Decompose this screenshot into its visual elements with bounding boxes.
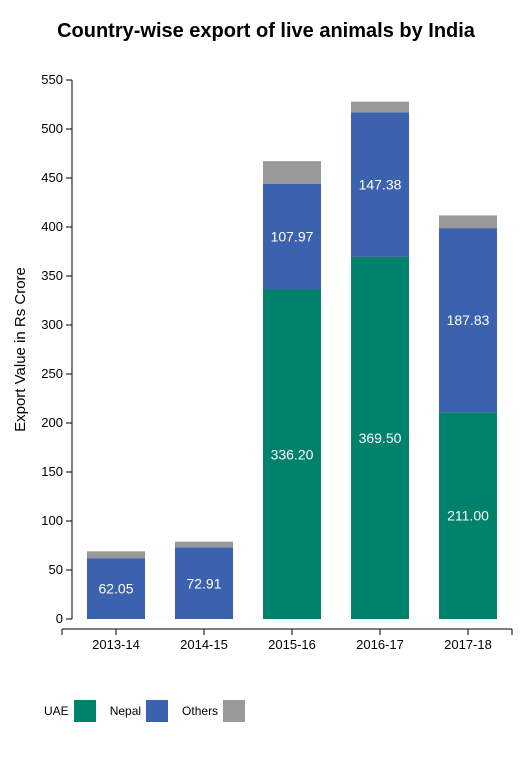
data-label-nepal: 147.38 [359,177,402,193]
bar-segment-uae [351,256,409,619]
y-tick-label: 0 [56,611,63,626]
chart-title: Country-wise export of live animals by I… [57,20,475,42]
x-tick-label: 2015-16 [268,637,316,652]
y-tick-label: 50 [49,562,63,577]
data-label-nepal: 107.97 [271,229,314,245]
data-label-uae: 211.00 [447,508,489,524]
bar-segment-others [351,101,409,113]
bar-segment-uae [439,412,497,619]
legend-label-others: Others [182,704,219,718]
bar-segment-others [87,551,145,559]
legend-item-others: Others [182,700,246,722]
data-label-uae: 336.20 [271,446,314,462]
legend-item-nepal: Nepal [109,700,169,722]
y-tick-label: 150 [41,464,63,479]
legend-label-uae: UAE [44,704,69,718]
y-axis-title: Export Value in Rs Crore [12,267,29,432]
y-tick-label: 100 [41,513,63,528]
y-tick-label: 450 [41,170,63,185]
bar-segment-nepal [175,547,233,619]
y-tick-label: 200 [41,415,63,430]
bar-segment-uae [263,289,321,619]
y-tick-label: 550 [41,72,63,87]
legend-label-nepal: Nepal [109,704,142,718]
legend-swatch-nepal [146,700,169,722]
legend-swatch-others [223,700,246,722]
legend-item-uae: UAE [44,700,96,722]
y-tick-label: 400 [41,219,63,234]
bar-segment-nepal [263,183,321,290]
data-label-nepal: 62.05 [98,581,133,597]
y-tick-label: 500 [41,121,63,136]
bar-segment-nepal [87,558,145,619]
y-tick-label: 250 [41,366,63,381]
bar-segment-others [263,161,321,184]
x-tick-label: 2016-17 [356,637,404,652]
x-tick-label: 2014-15 [180,637,228,652]
bar-segment-nepal [439,228,497,413]
data-label-nepal: 72.91 [186,575,221,591]
x-tick-label: 2017-18 [444,637,492,652]
bar-segment-others [175,541,233,548]
y-tick-label: 350 [41,268,63,283]
data-label-uae: 369.50 [359,430,402,446]
chart: 0 50 100 150 200 250 300 350 400 450 500 550 Export … [12,72,513,652]
data-label-nepal: 187.83 [447,312,490,328]
x-tick-label: 2013-14 [92,637,140,652]
legend-swatch-uae [73,700,96,722]
legend: UAE Nepal Others [44,700,259,722]
bar-segment-nepal [351,112,409,257]
y-tick-label: 300 [41,317,63,332]
bar-segment-others [439,215,497,229]
